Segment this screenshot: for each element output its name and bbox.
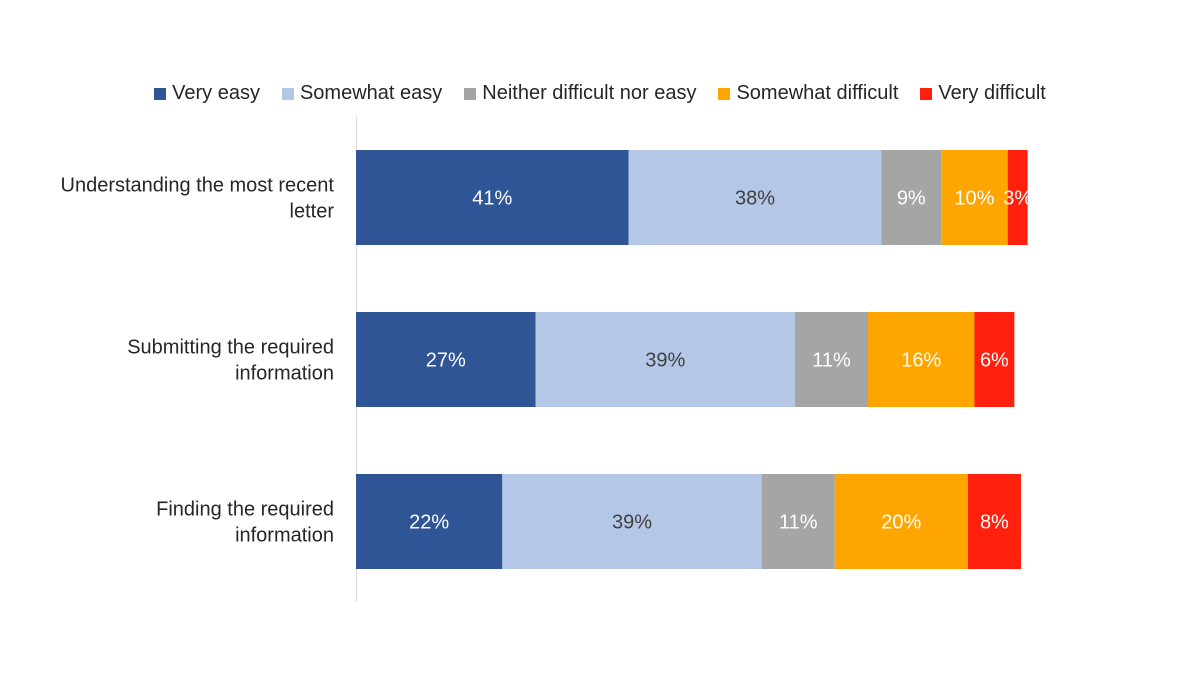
legend-swatch [281,87,294,100]
bar-segment [535,312,795,407]
data-label: 3% [1003,188,1032,210]
legend-item: Very easy [154,82,260,105]
bar-segment [628,150,882,245]
data-label: 39% [645,350,685,372]
bar-segment [794,312,869,407]
data-label: 39% [612,512,652,534]
data-label: 41% [472,188,512,210]
legend-swatch [718,87,731,100]
legend-label: Somewhat difficult [736,82,899,104]
bar-segment [881,150,942,245]
legend-label: Somewhat easy [299,82,443,104]
bar-segment [502,474,762,569]
legend: Very easy Somewhat easy Neither difficult … [0,82,1200,105]
category-label: Finding the required information [156,499,334,547]
bar-segment [967,474,1021,569]
bar-segment [356,150,629,245]
data-label: 16% [901,350,941,372]
data-label: 9% [897,188,926,210]
data-label: 38% [735,188,775,210]
data-label: 27% [426,350,466,372]
data-label: 11% [812,350,851,372]
bar-segment [834,474,968,569]
data-label: 22% [409,512,449,534]
bar-segment [974,312,1015,407]
legend-item: Neither difficult nor easy [464,82,696,105]
bar-segment [868,312,975,407]
data-label: 6% [980,350,1009,372]
data-label: 8% [980,512,1009,534]
legend-item: Somewhat easy [281,82,443,105]
bar-segment [761,474,835,569]
bar-segment [941,150,1008,245]
legend-swatch [464,87,477,100]
legend-swatch [154,87,167,100]
data-label: 10% [954,188,994,210]
legend-label: Very easy [172,82,260,104]
category-label: Understanding the most recent letter [61,175,335,223]
bar-segment [356,474,503,569]
legend-swatch [920,87,933,100]
category-label: Submitting the required information [127,337,334,385]
legend-label: Neither difficult nor easy [482,82,697,104]
data-label: 20% [881,512,921,534]
legend-label: Very difficult [938,82,1046,104]
bar-segment [1007,150,1028,245]
data-label: 11% [779,512,818,534]
bar-segment [356,312,536,407]
legend-item: Very difficult [920,82,1046,105]
legend-item: Somewhat difficult [718,82,898,105]
